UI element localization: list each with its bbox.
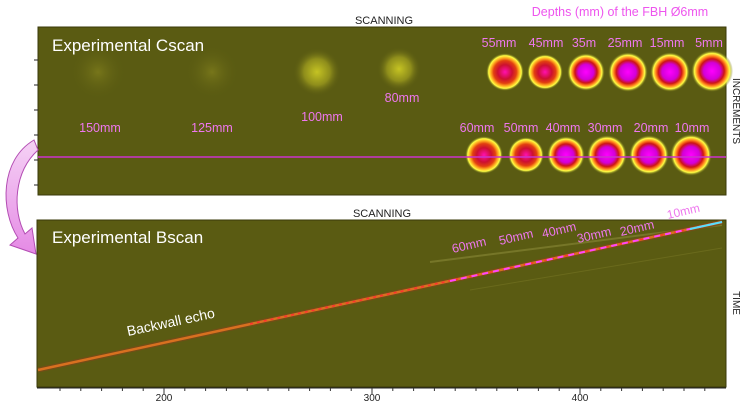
label-10mm: 10mm xyxy=(675,121,710,135)
bscan-ruler-ticks xyxy=(59,388,706,394)
fbh-spot-30mm xyxy=(587,135,627,175)
label-60mm: 60mm xyxy=(460,121,495,135)
cscan-frame xyxy=(37,26,727,196)
fbh-spot-125mm xyxy=(185,45,239,99)
secondary-echo-trace xyxy=(469,247,723,291)
cscan-panel: SCANNING Depths (mm) of the FBH Ø6mm xyxy=(34,5,740,196)
label-15mm: 15mm xyxy=(650,36,685,50)
fbh-spot-60mm xyxy=(465,136,503,174)
fbh-spot-150mm xyxy=(70,44,126,100)
fbh-spot-40mm xyxy=(547,136,585,174)
fbh-legend-note: Depths (mm) of the FBH Ø6mm xyxy=(532,5,708,19)
cscan-title: Experimental Cscan xyxy=(52,36,204,55)
fbh-spot-50mm xyxy=(508,137,544,173)
bscan-axis-scanning-label: SCANNING xyxy=(353,208,411,220)
cscan-axis-scanning-label: SCANNING xyxy=(355,15,413,27)
label-55mm: 55mm xyxy=(482,36,517,50)
cscan-to-bscan-arrow xyxy=(5,139,39,255)
fbh-spot-10mm xyxy=(670,134,712,176)
bscan-tick-label: 300 xyxy=(364,393,381,404)
label-45mm: 45mm xyxy=(529,36,564,50)
fbh-spot-25mm xyxy=(608,52,648,92)
label-50mm: 50mm xyxy=(504,121,539,135)
bscan-tick-label: 200 xyxy=(156,393,173,404)
label-40mm: 40mm xyxy=(546,121,581,135)
bscan-label-10mm: 10mm xyxy=(666,201,702,222)
fbh-spot-35mm xyxy=(567,53,605,91)
label-5mm: 5mm xyxy=(695,36,723,50)
label-30mm: 30mm xyxy=(588,121,623,135)
shallow-fbh-echo xyxy=(689,221,723,230)
fbh-spot-45mm xyxy=(527,54,563,90)
bscan-axis-time-label: TIME xyxy=(730,291,740,315)
fbh-spot-100mm xyxy=(293,48,341,96)
bscan-tick-label: 400 xyxy=(572,393,589,404)
bscan-panel: SCANNING Experimental Bscan Backwall ech… xyxy=(36,201,740,404)
bscan-title: Experimental Bscan xyxy=(52,228,203,247)
fbh-spot-55mm xyxy=(486,53,524,91)
cscan-left-ruler xyxy=(34,59,38,186)
label-100mm: 100mm xyxy=(301,110,343,124)
fbh-spot-15mm xyxy=(650,52,690,92)
label-80mm: 80mm xyxy=(385,91,420,105)
label-20mm: 20mm xyxy=(634,121,669,135)
label-125mm: 125mm xyxy=(191,121,233,135)
label-25mm: 25mm xyxy=(608,36,643,50)
label-150mm: 150mm xyxy=(79,121,121,135)
fbh-spot-5mm xyxy=(691,50,733,92)
bscan-frame xyxy=(36,219,727,388)
fbh-echo-peaks xyxy=(449,221,723,282)
fbh-spot-20mm xyxy=(629,135,669,175)
fbh-spot-80mm xyxy=(377,47,421,91)
label-35m: 35m xyxy=(572,36,596,50)
cscan-axis-increments-label: INCREMENTS xyxy=(730,78,740,144)
